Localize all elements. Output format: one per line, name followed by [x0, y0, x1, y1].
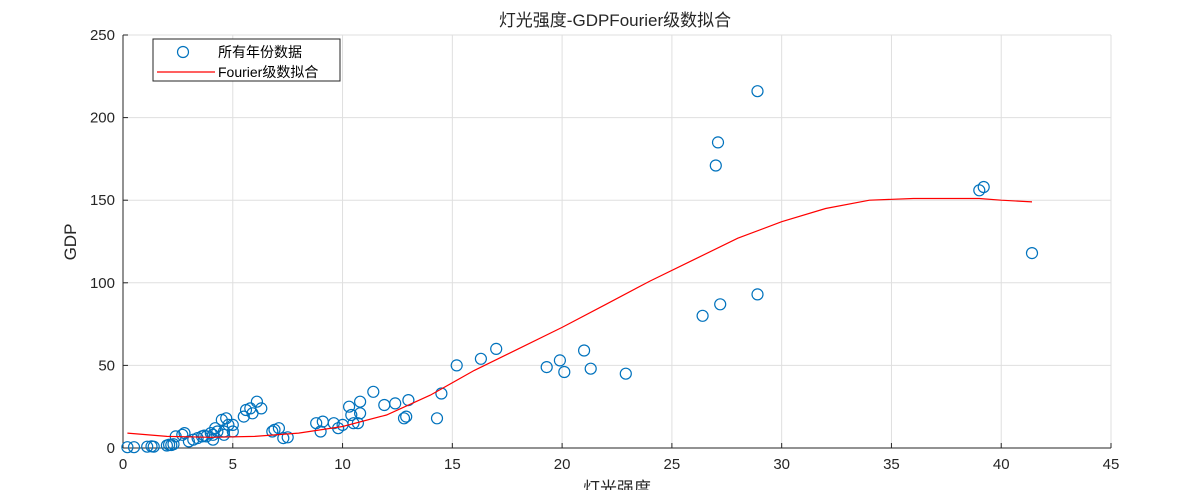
scatter-point: [354, 395, 367, 408]
scatter-point: [277, 432, 290, 445]
scatter-point: [430, 412, 444, 425]
scatter-point: [540, 361, 553, 374]
scatter-point: [977, 180, 990, 194]
scatter-point: [266, 425, 279, 438]
scatter-point: [167, 438, 180, 451]
scatter-point: [709, 159, 722, 172]
y-tick-label: 250: [90, 27, 115, 44]
chart-title: 灯光强度-GDPFourier级数拟合: [499, 11, 731, 30]
x-tick-label: 25: [664, 456, 681, 473]
scatter-point: [711, 136, 725, 149]
x-tick-label: 10: [334, 456, 351, 473]
scatter-point: [316, 415, 329, 428]
legend-marker-scatter: [176, 45, 190, 59]
scatter-point: [584, 362, 597, 375]
scatter-point: [255, 402, 268, 415]
legend: 所有年份数据 Fourier级数拟合: [152, 38, 341, 82]
scatter-point: [696, 309, 709, 322]
scatter-point: [367, 385, 380, 398]
y-tick-label: 100: [90, 275, 115, 292]
y-tick-label: 150: [90, 192, 115, 209]
scatter-point: [281, 431, 294, 444]
x-tick-label: 40: [993, 456, 1010, 473]
scatter-point: [217, 428, 231, 441]
x-tick-label: 15: [444, 456, 461, 473]
scatter-point: [237, 410, 250, 423]
scatter-point: [400, 410, 413, 423]
scatter-point: [347, 417, 360, 430]
scatter-point: [435, 387, 448, 400]
scatter-point: [209, 422, 222, 435]
x-tick-label: 20: [554, 456, 571, 473]
y-ticks: 0 50 100 150 200 250: [90, 27, 128, 457]
y-tick-label: 0: [107, 440, 115, 457]
x-axis-title: 灯光强度: [583, 479, 651, 490]
x-tick-label: 0: [119, 456, 127, 473]
scatter-point: [250, 395, 263, 408]
scatter-point: [141, 440, 154, 453]
scatter-point: [389, 397, 402, 410]
scatter-point: [490, 342, 503, 355]
y-axis-title: GDP: [61, 224, 80, 261]
scatter-point: [121, 441, 134, 454]
axes: [122, 35, 1111, 449]
scatter-point: [345, 408, 358, 422]
scatter-point: [378, 398, 391, 412]
x-tick-label: 45: [1103, 456, 1120, 473]
scatter-point: [577, 344, 591, 357]
scatter-point: [553, 354, 567, 367]
scatter-point: [127, 441, 141, 454]
y-tick-label: 50: [98, 357, 115, 374]
legend-label-fit: Fourier级数拟合: [218, 64, 318, 80]
scatter-point: [714, 298, 727, 311]
scatter-point: [751, 288, 764, 301]
scatter-point: [310, 417, 323, 430]
x-tick-label: 35: [883, 456, 900, 473]
scatter-point: [558, 365, 571, 379]
y-tick-label: 200: [90, 110, 115, 127]
scatter-point: [474, 352, 487, 365]
scatter-point: [314, 425, 327, 438]
x-ticks: 0 5 10 15 20 25 30 35 40 45: [119, 443, 1120, 473]
grid: [122, 34, 1112, 449]
scatter-series: [121, 85, 1039, 454]
scatter-point: [619, 367, 632, 380]
legend-box: [152, 38, 341, 82]
scatter-point: [272, 422, 285, 435]
scatter-point: [343, 400, 356, 413]
scatter-point: [226, 418, 239, 431]
scatter-point: [147, 440, 160, 453]
scatter-point: [222, 418, 235, 431]
fit-line: [127, 197, 1033, 438]
scatter-point: [176, 428, 189, 441]
scatter-point: [751, 85, 764, 98]
scatter-point: [1025, 247, 1039, 260]
x-tick-label: 5: [229, 456, 237, 473]
scatter-point: [220, 412, 233, 425]
legend-label-scatter: 所有年份数据: [218, 44, 302, 60]
scatter-point: [450, 359, 463, 372]
scatter-point: [397, 412, 411, 425]
x-tick-label: 30: [773, 456, 790, 473]
